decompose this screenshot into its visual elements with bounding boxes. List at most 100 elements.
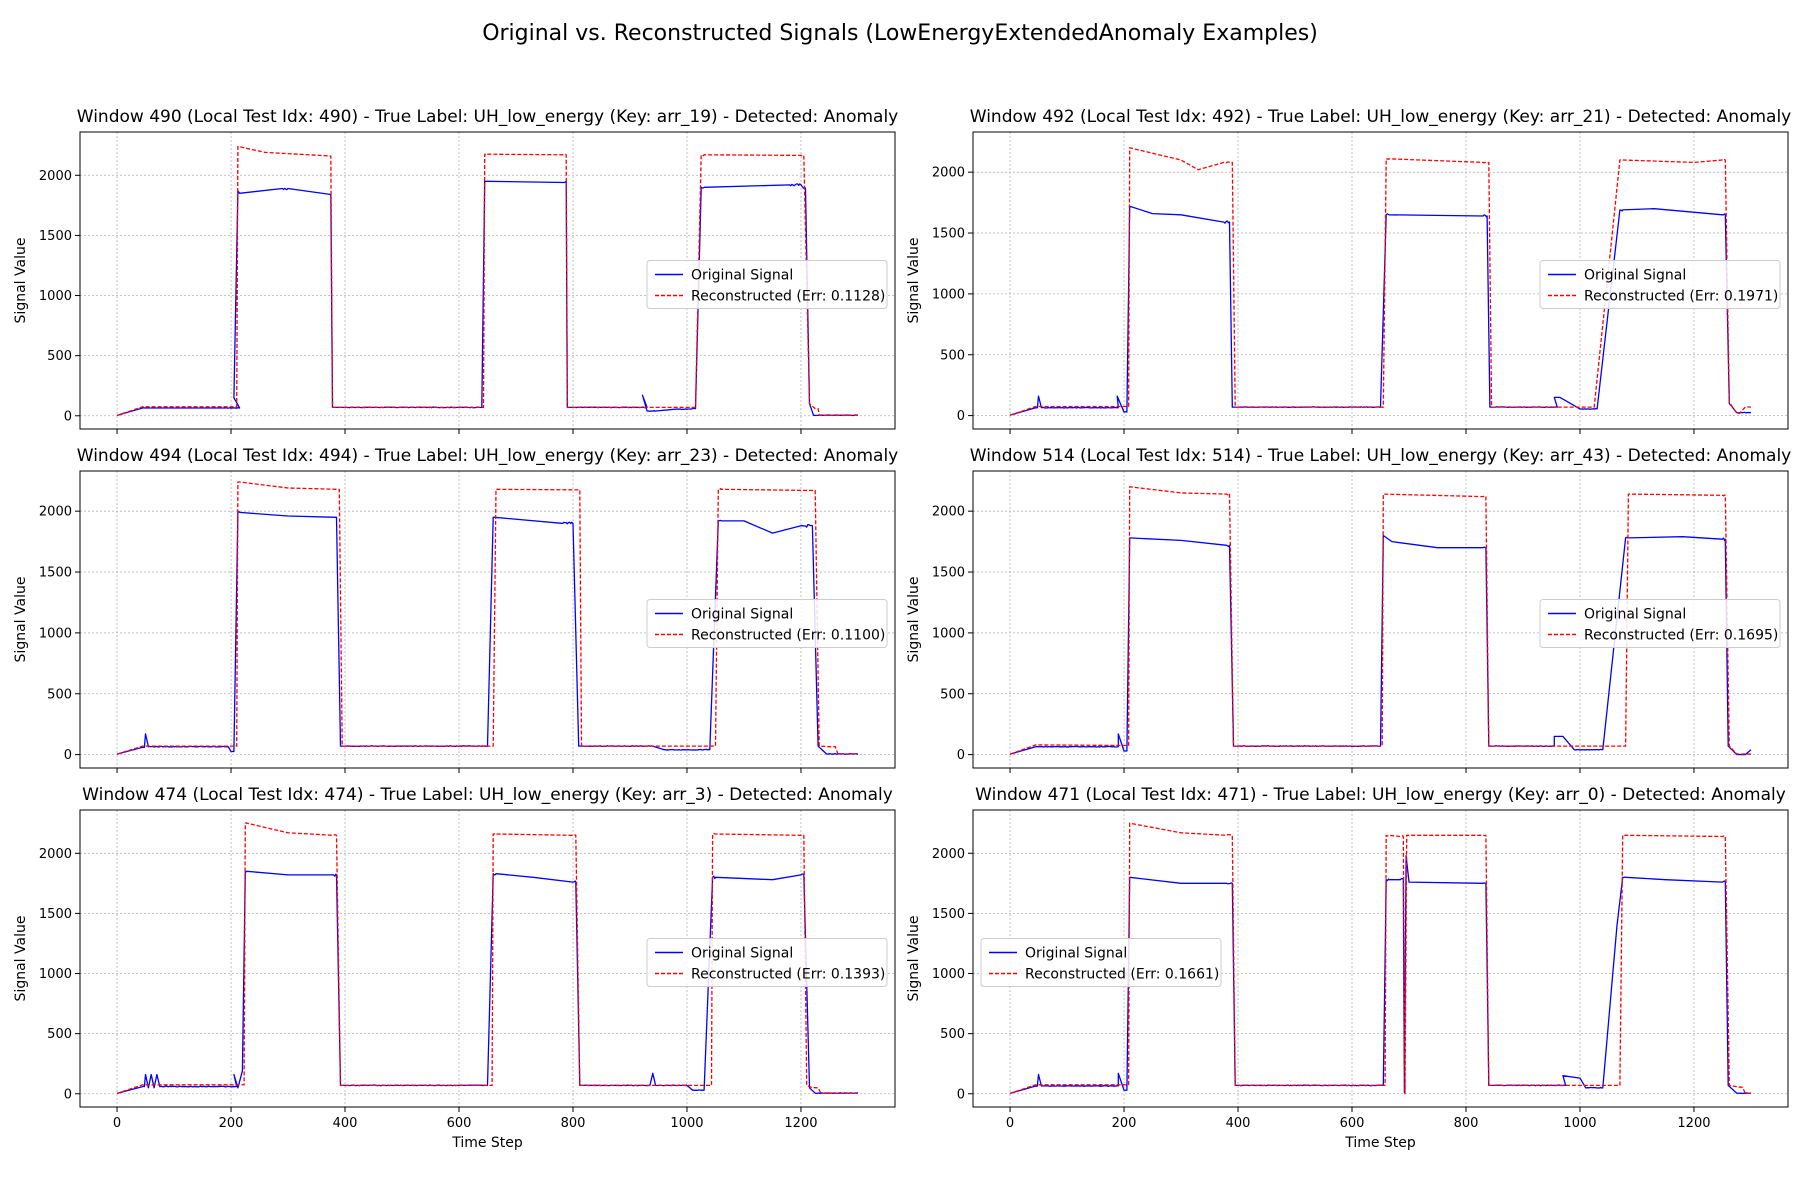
y-tick-label: 1500 [932,907,965,922]
y-tick-label: 0 [957,1087,965,1102]
legend-label: Reconstructed (Err: 0.1393) [691,967,885,983]
plot-frame [972,809,1789,1108]
plot-frame [79,131,896,430]
legend-label: Original Signal [691,946,793,962]
legend-box [646,260,888,309]
x-tick-label: 600 [1340,1116,1365,1131]
y-tick-label: 0 [957,409,965,424]
subplot-title: Window 514 (Local Test Idx: 514) - True … [970,446,1791,466]
reconstructed-signal-line [116,822,859,1095]
subplot-3: Window 494 (Local Test Idx: 494) - True … [13,446,898,773]
plot-area [116,822,859,1095]
x-tick-label: 600 [447,1116,472,1131]
x-tick-label: 200 [1112,1116,1137,1131]
reconstructed-signal-line [1009,486,1752,755]
y-tick-label: 0 [64,409,72,424]
y-tick-label: 500 [940,348,965,363]
x-axis-label: Time Step [451,1135,523,1151]
y-axis-label: Signal Value [13,916,29,1002]
y-tick-label: 1500 [39,907,72,922]
plot-frame [972,131,1789,430]
plot-area [1009,486,1752,756]
x-tick-label: 400 [1226,1116,1251,1131]
plot-area [1009,822,1752,1095]
x-tick-label: 1200 [784,1116,817,1131]
y-tick-label: 1000 [39,626,72,641]
y-tick-label: 500 [47,1027,72,1042]
legend-box [646,599,888,648]
legend-box [1539,599,1781,648]
plot-frame [79,470,896,769]
legend-label: Original Signal [691,607,793,623]
y-tick-label: 1000 [932,967,965,982]
y-axis-label: Signal Value [13,238,29,324]
legend-box [1539,260,1781,309]
y-tick-label: 500 [47,687,72,702]
y-tick-label: 2000 [932,166,965,181]
plot-frame [972,470,1789,769]
y-tick-label: 2000 [39,505,72,520]
y-tick-label: 500 [940,1027,965,1042]
subplot-title: Window 474 (Local Test Idx: 474) - True … [82,785,893,805]
legend-label: Original Signal [1584,607,1686,623]
x-tick-label: 800 [1454,1116,1479,1131]
y-axis-label: Signal Value [906,577,922,663]
y-tick-label: 500 [940,687,965,702]
legend-label: Original Signal [1584,268,1686,284]
y-tick-label: 1000 [932,626,965,641]
y-tick-label: 0 [64,748,72,763]
subplot-title: Window 471 (Local Test Idx: 471) - True … [975,785,1786,805]
subplot-title: Window 490 (Local Test Idx: 490) - True … [77,107,898,127]
y-tick-label: 0 [957,748,965,763]
legend-label: Original Signal [691,268,793,284]
plot-area [116,481,859,755]
y-tick-label: 1500 [39,229,72,244]
plot-frame [79,809,896,1108]
subplot-title: Window 494 (Local Test Idx: 494) - True … [77,446,898,466]
y-axis-label: Signal Value [906,238,922,324]
y-axis-label: Signal Value [906,916,922,1002]
y-tick-label: 1500 [39,566,72,581]
reconstructed-signal-line [1009,822,1752,1095]
y-tick-label: 2000 [39,847,72,862]
x-tick-label: 0 [1006,1116,1014,1131]
legend-label: Reconstructed (Err: 0.1128) [691,289,885,305]
legend: Original Signal Reconstructed (Err: 0.112… [646,260,888,309]
legend-label: Reconstructed (Err: 0.1695) [1584,628,1778,644]
legend: Original Signal Reconstructed (Err: 0.166… [980,938,1222,987]
legend-label: Reconstructed (Err: 0.1661) [1025,967,1219,983]
x-tick-label: 200 [219,1116,244,1131]
subplot-5: Window 474 (Local Test Idx: 474) - True … [13,785,896,1151]
plot-area [116,145,859,417]
subplot-1: Window 490 (Local Test Idx: 490) - True … [13,107,898,434]
y-tick-label: 500 [47,349,72,364]
y-tick-label: 0 [64,1087,72,1102]
y-tick-label: 2000 [932,505,965,520]
x-tick-label: 400 [333,1116,358,1131]
y-tick-label: 2000 [39,169,72,184]
legend: Original Signal Reconstructed (Err: 0.197… [1539,260,1781,309]
legend-label: Original Signal [1025,946,1127,962]
y-tick-label: 1500 [932,566,965,581]
legend: Original Signal Reconstructed (Err: 0.110… [646,599,888,648]
x-axis-label: Time Step [1344,1135,1416,1151]
y-axis-label: Signal Value [13,577,29,663]
y-tick-label: 1500 [932,227,965,242]
reconstructed-signal-line [116,481,859,755]
original-signal-line [1009,205,1752,416]
legend-label: Reconstructed (Err: 0.1971) [1584,289,1778,305]
x-tick-label: 800 [561,1116,586,1131]
x-tick-label: 1000 [670,1116,703,1131]
legend-box [646,938,888,987]
y-tick-label: 1000 [39,967,72,982]
figure-title: Original vs. Reconstructed Signals (LowE… [482,21,1318,46]
legend: Original Signal Reconstructed (Err: 0.169… [1539,599,1781,648]
legend-label: Reconstructed (Err: 0.1100) [691,628,885,644]
y-tick-label: 1000 [932,287,965,302]
x-tick-label: 0 [113,1116,121,1131]
plot-area [1009,147,1752,416]
y-tick-label: 1000 [39,289,72,304]
subplot-title: Window 492 (Local Test Idx: 492) - True … [970,107,1791,127]
